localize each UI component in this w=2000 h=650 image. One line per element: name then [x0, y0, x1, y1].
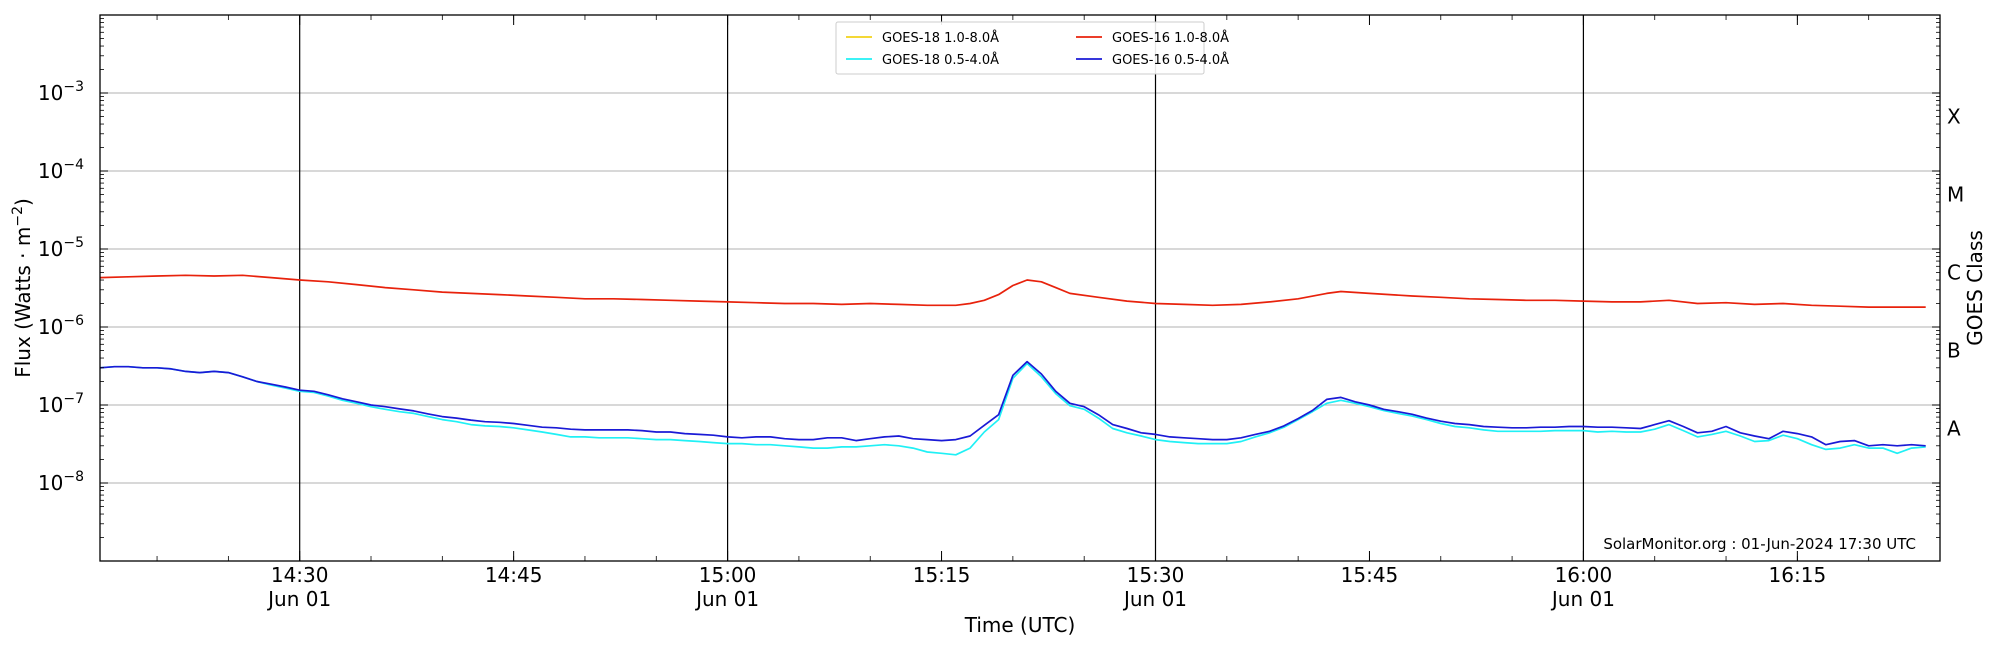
y-tick-exponent: −5: [63, 235, 84, 251]
y-tick-label: 10−7: [38, 391, 84, 417]
y-axis-label: Flux (Watts · m−2): [10, 198, 35, 378]
x-tick-date-label: Jun 01: [694, 587, 759, 611]
y-tick-base: 10: [38, 315, 63, 339]
x-tick-label: 15:15: [913, 563, 971, 587]
x-tick-label: 14:45: [485, 563, 543, 587]
legend-label: GOES-18 1.0-8.0Å: [882, 30, 999, 46]
legend-label: GOES-16 0.5-4.0Å: [1112, 52, 1229, 68]
y-tick-base: 10: [38, 471, 63, 495]
y-tick-label: 10−4: [38, 157, 84, 183]
y-tick-label: 10−8: [38, 469, 84, 495]
y-tick-base: 10: [38, 393, 63, 417]
y-tick-exponent: −6: [63, 313, 84, 329]
y-tick-label: 10−5: [38, 235, 84, 261]
x-tick-date-label: Jun 01: [266, 587, 331, 611]
grid-lines: [100, 92, 1940, 484]
y-tick-exponent: −8: [63, 469, 84, 485]
right-axis-label: GOES Class: [1963, 230, 1987, 346]
y-tick-base: 10: [38, 237, 63, 261]
y-tick-exponent: −7: [63, 391, 84, 407]
axis-ticks: [100, 14, 1941, 562]
y-tick-base: 10: [38, 159, 63, 183]
x-tick-label: 15:45: [1341, 563, 1399, 587]
y-tick-label: 10−3: [38, 79, 84, 105]
y-tick-base: 10: [38, 81, 63, 105]
x-tick-date-label: Jun 01: [1550, 587, 1615, 611]
goes-class-label: X: [1947, 104, 1961, 128]
goes-class-labels: A B C M X: [1947, 104, 1964, 440]
series-lines: [99, 274, 1926, 456]
y-tick-labels: 10−810−710−610−510−410−3: [38, 79, 84, 495]
series-line: [99, 274, 1926, 308]
y-axis-label-close: ): [11, 198, 35, 206]
plot-frame: [99, 14, 1941, 562]
goes-class-label: C: [1947, 260, 1961, 284]
day-boundary-lines: [299, 15, 1585, 561]
goes-class-label: M: [1947, 182, 1964, 206]
legend: GOES-18 1.0-8.0Å GOES-18 0.5-4.0Å GOES-16 …: [835, 21, 1229, 75]
y-axis-label-main: Flux (Watts · m: [11, 227, 35, 378]
y-tick-exponent: −4: [63, 157, 84, 173]
legend-label: GOES-18 0.5-4.0Å: [882, 52, 999, 68]
x-tick-label: 15:30: [1127, 563, 1185, 587]
x-tick-label: 16:15: [1769, 563, 1827, 587]
x-tick-label: 16:00: [1555, 563, 1613, 587]
y-tick-label: 10−6: [38, 313, 84, 339]
x-tick-date-label: Jun 01: [1122, 587, 1187, 611]
x-tick-label: 14:30: [271, 563, 329, 587]
goes-class-label: B: [1947, 338, 1961, 362]
legend-label: GOES-16 1.0-8.0Å: [1112, 30, 1229, 46]
series-line: [99, 362, 1926, 456]
y-axis-label-exponent: −2: [10, 206, 26, 227]
credit-text: SolarMonitor.org : 01-Jun-2024 17:30 UTC: [1603, 535, 1916, 553]
series-line: [99, 360, 1926, 447]
x-tick-label: 15:00: [699, 563, 757, 587]
x-axis-label: Time (UTC): [964, 613, 1076, 637]
goes-class-label: A: [1947, 416, 1961, 440]
legend-box: [835, 21, 1205, 75]
y-tick-exponent: −3: [63, 79, 84, 95]
